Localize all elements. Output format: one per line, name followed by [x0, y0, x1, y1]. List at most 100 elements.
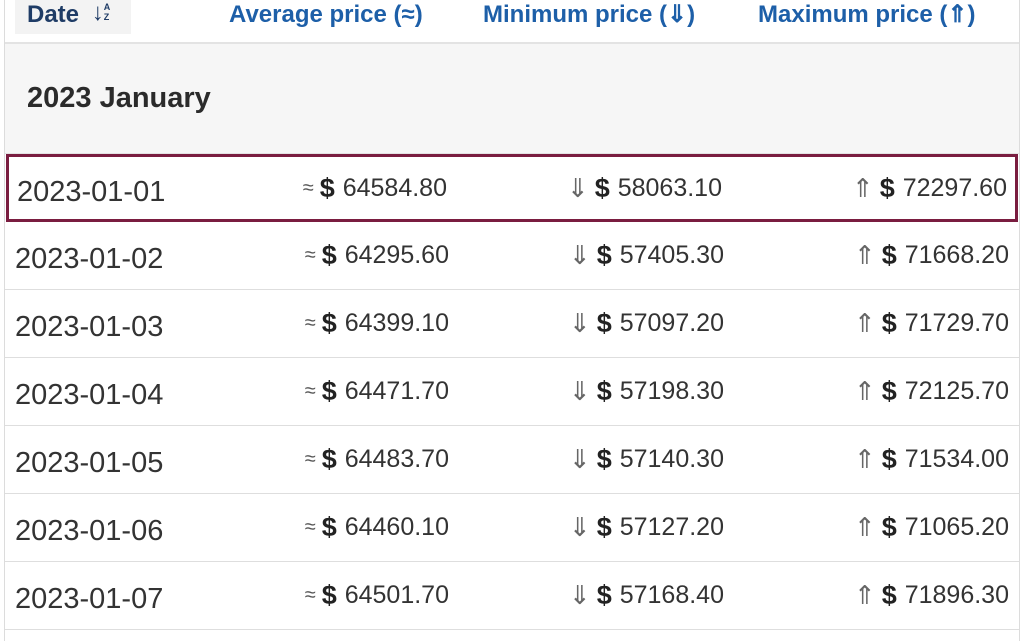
minimum-price-cell: ⇓ $57127.20 — [569, 494, 724, 561]
date-cell: 2023-01-01 — [17, 161, 165, 223]
date-value: 2023-01-02 — [15, 243, 164, 275]
date-value: 2023-01-01 — [17, 175, 166, 208]
maximum-price-column-header[interactable]: Maximum price (⇑) — [758, 1, 976, 28]
approx-icon: ≈ — [304, 380, 316, 402]
average-price-cell: ≈ $64471.70 — [305, 358, 449, 425]
date-cell: 2023-01-06 — [15, 498, 163, 565]
up-arrow-icon: ⇑ — [853, 240, 876, 270]
minimum-price-cell: ⇓ $57405.30 — [569, 222, 724, 289]
average-price-value: 64460.10 — [344, 513, 449, 541]
dollar-sign: $ — [879, 172, 895, 203]
sort-arrow-glyph: ↓ — [91, 0, 104, 26]
maximum-price-value: 72125.70 — [904, 377, 1009, 405]
dollar-sign: $ — [321, 444, 337, 474]
maximum-price-value: 71065.20 — [904, 513, 1009, 541]
dollar-sign: $ — [596, 512, 612, 542]
minimum-price-value: 57198.30 — [619, 377, 724, 405]
table-row[interactable]: 2023-01-02 ≈ $64295.60 ⇓ $57405.30 ⇑ $71668.20 — [5, 222, 1019, 290]
average-price-cell: ≈ $64460.10 — [305, 494, 449, 561]
minimum-price-value: 57168.40 — [619, 581, 724, 609]
average-price-cell: ≈ $64295.60 — [305, 222, 449, 289]
maximum-price-cell: ⇑ $71534.00 — [854, 426, 1009, 493]
up-arrow-icon: ⇑ — [853, 376, 876, 406]
maximum-price-value: 71896.30 — [904, 581, 1009, 609]
up-arrow-icon: ⇑ — [853, 308, 876, 338]
down-arrow-icon: ⇓ — [568, 512, 591, 542]
table-row-selected[interactable]: 2023-01-01 ≈ $64584.80 ⇓ $58063.10 ⇑ $72297.60 — [6, 154, 1018, 222]
maximum-price-cell: ⇑ $71668.20 — [854, 222, 1009, 289]
approx-icon: ≈ — [304, 584, 316, 606]
maximum-price-value: 71668.20 — [904, 241, 1009, 269]
date-value: 2023-01-03 — [15, 311, 164, 343]
approx-icon: ≈ — [304, 312, 316, 334]
average-price-value: 64399.10 — [344, 309, 449, 337]
date-cell: 2023-01-02 — [15, 226, 163, 293]
table-row[interactable]: 2023-01-05 ≈ $64483.70 ⇓ $57140.30 ⇑ $71534.00 — [5, 426, 1019, 494]
minimum-price-column-header[interactable]: Minimum price (⇓) — [483, 1, 696, 28]
dollar-sign: $ — [881, 376, 897, 406]
approx-icon: ≈ — [304, 448, 316, 470]
average-price-value: 64501.70 — [344, 581, 449, 609]
maximum-price-value: 72297.60 — [902, 173, 1007, 202]
average-price-cell: ≈ $64483.70 — [305, 426, 449, 493]
table-row[interactable]: 2023-01-04 ≈ $64471.70 ⇓ $57198.30 ⇑ $72125.70 — [5, 358, 1019, 426]
minimum-price-cell: ⇓ $57168.40 — [569, 562, 724, 629]
maximum-price-value: 71534.00 — [904, 445, 1009, 473]
maximum-price-cell: ⇑ $71729.70 — [854, 290, 1009, 357]
month-group-title: 2023 January — [27, 82, 211, 114]
minimum-price-value: 58063.10 — [617, 173, 722, 202]
up-arrow-icon: ⇑ — [851, 172, 874, 203]
down-arrow-icon: ⇓ — [568, 444, 591, 474]
minimum-price-value: 57097.20 — [619, 309, 724, 337]
approx-icon: ≈ — [304, 516, 316, 538]
minimum-price-cell: ⇓ $57097.20 — [569, 290, 724, 357]
average-price-column-header[interactable]: Average price (≈) — [229, 1, 423, 28]
date-cell: 2023-01-05 — [15, 430, 163, 497]
dollar-sign: $ — [881, 580, 897, 610]
dollar-sign: $ — [596, 308, 612, 338]
down-arrow-icon: ⇓ — [566, 172, 589, 203]
average-price-cell: ≈ $64501.70 — [305, 562, 449, 629]
maximum-price-cell: ⇑ $72297.60 — [852, 157, 1007, 219]
dollar-sign: $ — [881, 240, 897, 270]
dollar-sign: $ — [321, 580, 337, 610]
month-group-header: 2023 January — [5, 44, 1019, 154]
approx-icon: ≈ — [304, 244, 316, 266]
minimum-price-cell: ⇓ $57198.30 — [569, 358, 724, 425]
dollar-sign: $ — [881, 444, 897, 474]
maximum-price-cell: ⇑ $71065.20 — [854, 494, 1009, 561]
maximum-price-cell: ⇑ $72125.70 — [854, 358, 1009, 425]
dollar-sign: $ — [321, 240, 337, 270]
dollar-sign: $ — [596, 376, 612, 406]
dollar-sign: $ — [596, 444, 612, 474]
minimum-price-value: 57140.30 — [619, 445, 724, 473]
table-row[interactable]: 2023-01-06 ≈ $64460.10 ⇓ $57127.20 ⇑ $71065.20 — [5, 494, 1019, 562]
average-price-value: 64471.70 — [344, 377, 449, 405]
dollar-sign: $ — [596, 240, 612, 270]
maximum-price-value: 71729.70 — [904, 309, 1009, 337]
down-arrow-icon: ⇓ — [568, 240, 591, 270]
minimum-price-value: 57405.30 — [619, 241, 724, 269]
minimum-price-value: 57127.20 — [619, 513, 724, 541]
minimum-price-cell: ⇓ $57140.30 — [569, 426, 724, 493]
dollar-sign: $ — [881, 512, 897, 542]
average-price-value: 64584.80 — [342, 173, 447, 202]
date-cell: 2023-01-04 — [15, 362, 163, 429]
average-price-cell: ≈ $64399.10 — [305, 290, 449, 357]
up-arrow-icon: ⇑ — [853, 444, 876, 474]
down-arrow-icon: ⇓ — [568, 308, 591, 338]
average-price-cell: ≈ $64584.80 — [303, 157, 447, 219]
date-header-label: Date — [27, 1, 80, 28]
table-row[interactable]: 2023-01-03 ≈ $64399.10 ⇓ $57097.20 ⇑ $71729.70 — [5, 290, 1019, 358]
table-row[interactable]: 2023-01-07 ≈ $64501.70 ⇓ $57168.40 ⇑ $71896.30 — [5, 562, 1019, 630]
average-price-value: 64295.60 — [344, 241, 449, 269]
dollar-sign: $ — [319, 172, 335, 203]
dollar-sign: $ — [321, 376, 337, 406]
date-value: 2023-01-05 — [15, 447, 164, 479]
dollar-sign: $ — [321, 512, 337, 542]
